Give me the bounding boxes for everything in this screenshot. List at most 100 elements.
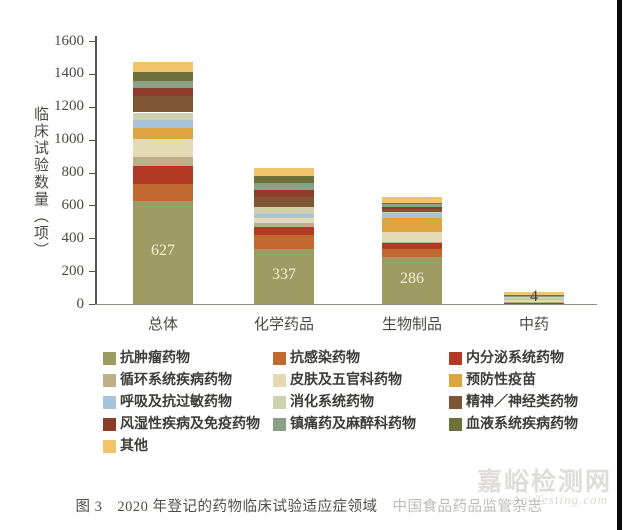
legend-item-10: 风湿性疾病及免疫药物 [103,417,273,432]
legend-item-8: 消化系统药物 [273,395,449,410]
bar-segment [254,218,314,223]
bar-segment [254,222,314,227]
bar-segment [133,184,193,201]
y-tick-label: 1200 [54,98,84,115]
legend-item-4: 循环系统疾病药物 [103,373,273,388]
bar-segment [133,87,193,96]
legend-swatch [273,374,286,387]
bar-segment [254,190,314,198]
bar-segment [382,217,442,233]
legend-item-9: 精神／神经类药物 [449,395,583,410]
legend-item-11: 镇痛药及麻醉科药物 [273,417,449,432]
legend-item-12: 血液系统疾病药物 [449,417,583,432]
bar-segment [254,167,314,176]
bar-segment [382,202,442,205]
legend-label: 镇痛药及麻醉科药物 [290,417,416,432]
bar-segment [382,204,442,207]
bar-segment [254,213,314,219]
bar-segment [133,165,193,185]
legend-swatch [273,418,286,431]
legend-label: 风湿性疾病及免疫药物 [120,417,260,432]
x-category-label: 中药 [518,317,549,333]
chart-legend: 抗肿瘤药物 抗感染药物 内分泌系统药物循环系统疾病药物 皮肤及五官科药物 预防性疫苗呼吸… [103,351,583,454]
bar-segment [254,226,314,235]
bar-segment [133,157,193,166]
y-tick-mark [89,205,95,207]
y-tick-label: 1000 [54,131,84,148]
legend-swatch [449,418,462,431]
bar-value-label: 4 [530,287,538,305]
legend-item-7: 呼吸及抗过敏药物 [103,395,273,410]
bar-segment [382,206,442,209]
y-axis-line [95,36,97,305]
bar-segment [133,139,193,158]
bar-segment [504,299,564,301]
y-tick-label: 1600 [54,32,84,49]
legend-item-3: 内分泌系统药物 [449,351,583,366]
caption-prefix: 图 3 [75,499,103,515]
legend-item-1: 抗肿瘤药物 [103,351,273,366]
legend-item-6: 预防性疫苗 [449,373,583,388]
legend-label: 呼吸及抗过敏药物 [120,395,232,410]
legend-swatch [103,418,116,431]
y-tick-mark [89,106,95,108]
bar-segment [254,182,314,191]
legend-swatch [273,352,286,365]
y-tick-label: 800 [61,164,85,180]
x-category-label: 化学药品 [253,317,314,333]
legend-label: 皮肤及五官科药物 [290,373,402,388]
legend-swatch [449,396,462,409]
y-tick-label: 400 [61,229,85,246]
x-axis-line [95,304,597,305]
legend-item-5: 皮肤及五官科药物 [273,373,449,388]
bar-segment [254,175,314,183]
caption-source: 中国食品药品监管杂志 [392,499,543,515]
legend-item-2: 抗感染药物 [273,351,449,366]
bar-segment [382,208,442,212]
bar-segment [504,291,564,296]
bar-segment [504,296,564,298]
y-tick-label: 200 [61,262,85,279]
bar-segment [382,242,442,243]
bar-segment [504,297,564,300]
y-tick-mark [89,172,95,174]
bar-segment [133,61,193,72]
legend-label: 血液系统疾病药物 [466,417,578,432]
x-category-label: 总体 [147,317,178,333]
bar-segment [254,206,314,214]
bar-segment [133,95,193,113]
legend-label: 消化系统药物 [290,395,374,410]
bar-segment [382,256,442,304]
bar-segment [133,200,193,304]
legend-label: 其他 [120,439,148,454]
bar-segment [133,80,193,88]
legend-label: 抗肿瘤药物 [120,351,190,366]
legend-swatch [103,396,116,409]
y-tick-mark [89,238,95,240]
bar-value-label: 337 [272,266,296,284]
y-tick-mark [89,73,95,75]
x-category-label: 生物制品 [381,317,442,333]
y-tick-label: 600 [61,196,85,213]
right-edge-bar [617,0,622,530]
y-tick-label: 1400 [54,65,84,82]
bar-segment [382,249,442,257]
watermark-site-text: 嘉峪检测网 [476,469,612,496]
bar-segment [133,128,193,140]
bar-segment [382,196,442,203]
legend-swatch [103,352,116,365]
legend-swatch [103,440,116,453]
bar-segment [504,303,564,304]
legend-swatch [103,374,116,387]
figure-caption: 图 3 2020 年登记的药物临床试验适应症领域 中国食品药品监管杂志 [0,495,618,516]
y-tick-mark [89,304,95,305]
bar-segment [254,234,314,249]
bar-segment [133,120,193,129]
bar-segment [504,300,564,303]
bar-segment [382,232,442,243]
y-tick-mark [89,271,95,273]
bar-segment [133,71,193,81]
legend-label: 内分泌系统药物 [466,351,564,366]
bar-segment [382,211,442,214]
